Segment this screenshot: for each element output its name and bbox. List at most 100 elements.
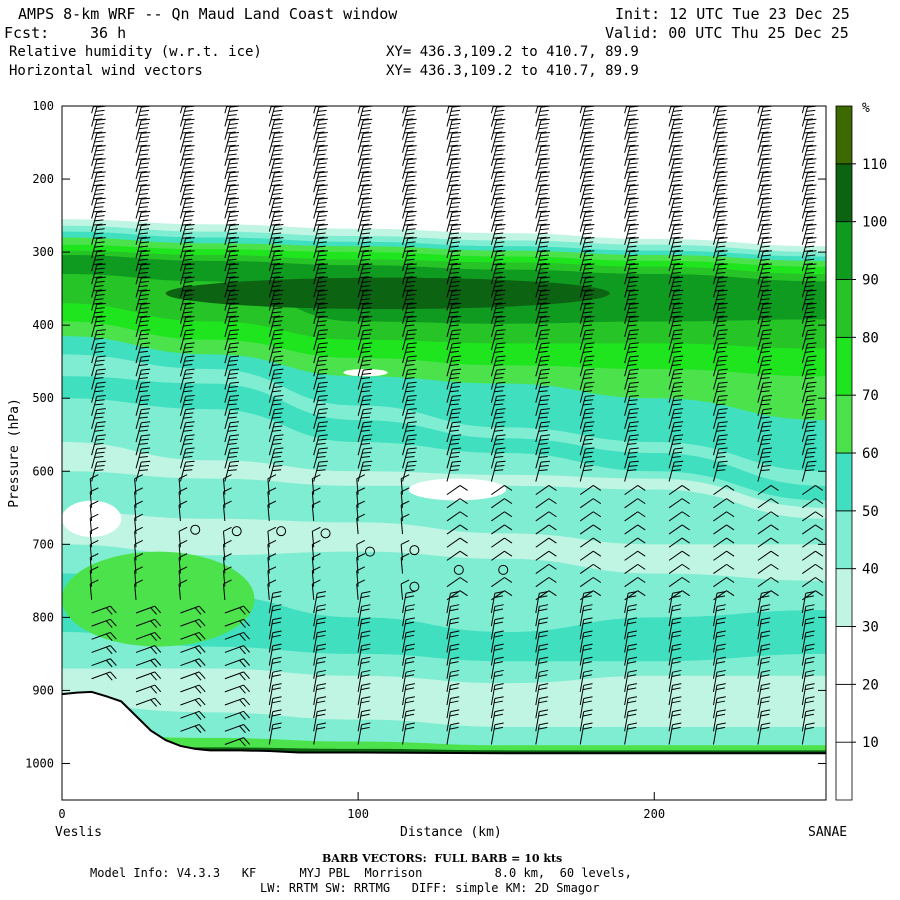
wind-barb-flag (716, 245, 726, 248)
wind-barb-staff (668, 422, 675, 443)
wind-barb-staff (712, 422, 720, 443)
wind-barb-flag (673, 188, 683, 191)
wind-barb-flag (227, 350, 237, 353)
wind-barb-staff (668, 251, 675, 272)
wind-barb-flag (716, 617, 726, 621)
wind-barb (267, 566, 277, 587)
wind-barb-staff (446, 383, 453, 403)
wind-barb (402, 656, 415, 679)
wind-barb-flag (585, 447, 595, 450)
wind-barb (490, 171, 506, 193)
wind-barb (535, 656, 549, 679)
wind-barb-flag (628, 359, 638, 362)
wind-barb-flag (141, 447, 151, 450)
wind-barb (268, 643, 282, 666)
wind-barb-flag (198, 711, 206, 719)
wind-barb (713, 498, 735, 509)
wind-barb-flag (759, 131, 769, 134)
wind-barb-flag (274, 276, 284, 279)
wind-barb-flag (716, 661, 726, 664)
wind-barb-flag (274, 289, 284, 292)
wind-barb-flag (317, 722, 327, 726)
wind-barb-staff (446, 462, 453, 482)
wind-barb-flag (763, 289, 773, 292)
wind-barb-flag (96, 263, 106, 266)
wind-barb-staff (402, 107, 409, 127)
wind-barb (757, 158, 773, 180)
wind-barb-flag (184, 346, 194, 349)
wind-barb-flag (538, 442, 548, 445)
wind-barb-flag (89, 566, 99, 572)
wind-barb-staff (757, 632, 762, 653)
wind-barb (91, 342, 106, 364)
wind-barb-flag (229, 289, 240, 292)
wind-barb (801, 408, 817, 430)
wind-barb-flag (406, 136, 416, 139)
wind-barb-flag (183, 193, 193, 196)
wind-barb-flag (362, 386, 372, 389)
wind-barb-flag (96, 224, 106, 226)
wind-barb-staff (491, 524, 505, 535)
wind-barb-staff (801, 343, 808, 364)
wind-barb-flag (593, 485, 602, 491)
wind-barb-staff (91, 185, 98, 206)
wind-barb-flag (407, 342, 417, 345)
wind-barb-flag (717, 412, 727, 415)
wind-barb-staff (267, 491, 270, 508)
wind-barb-staff (757, 577, 772, 588)
wind-barb-flag (761, 267, 771, 270)
wind-barb-staff (135, 383, 142, 403)
wind-barb (624, 656, 638, 679)
wind-barb (579, 630, 593, 653)
wind-barb (757, 276, 773, 298)
wind-barb-flag (137, 197, 147, 200)
wind-barb (222, 540, 232, 561)
wind-barb (135, 368, 151, 390)
wind-barb-flag (183, 102, 192, 103)
wind-barb-staff (313, 185, 320, 206)
wind-barb-flag (96, 250, 106, 253)
wind-barb-staff (313, 724, 318, 745)
wind-barb-flag (95, 280, 105, 283)
wind-barb-flag (493, 263, 503, 266)
wind-barb-flag (540, 237, 550, 240)
wind-barb-flag (228, 175, 238, 178)
wind-barb-staff (801, 212, 808, 232)
wind-barb-flag (760, 403, 770, 406)
wind-barb-staff (490, 107, 498, 127)
wind-barb (357, 368, 373, 390)
wind-barb-flag (716, 442, 726, 445)
wind-barb-flag (540, 289, 550, 292)
wind-barb-flag (449, 245, 459, 248)
wind-barb-flag (228, 412, 238, 415)
wind-barb-flag (673, 425, 683, 428)
wind-barb-flag (717, 109, 727, 112)
wind-barb (224, 724, 250, 734)
wind-barb-staff (313, 199, 320, 219)
wind-barb (624, 276, 639, 298)
colorbar-label: 50 (862, 504, 879, 520)
wind-barb-staff (802, 485, 816, 496)
wind-barb-flag (138, 429, 148, 432)
wind-barb-flag (141, 250, 151, 253)
wind-barb-flag (804, 674, 814, 678)
wind-barb-flag (672, 709, 682, 713)
wind-barb-flag (134, 553, 143, 559)
wind-barb (179, 408, 195, 430)
wind-barb-flag (356, 500, 366, 506)
wind-barb (446, 656, 460, 679)
wind-barb-flag (184, 123, 194, 126)
wind-barb-flag (318, 434, 328, 437)
wind-barb-flag (627, 661, 637, 664)
wind-barb (134, 540, 143, 561)
wind-barb-staff (357, 435, 364, 456)
wind-barb (757, 118, 773, 140)
wind-barb (579, 316, 595, 337)
wind-barb-flag (583, 591, 593, 594)
wind-barb-flag (628, 188, 638, 191)
wind-barb-staff (535, 291, 542, 311)
wind-barb-flag (449, 416, 459, 419)
wind-barb (313, 722, 327, 745)
wind-barb-staff (178, 570, 181, 587)
wind-barb-flag (407, 97, 416, 98)
